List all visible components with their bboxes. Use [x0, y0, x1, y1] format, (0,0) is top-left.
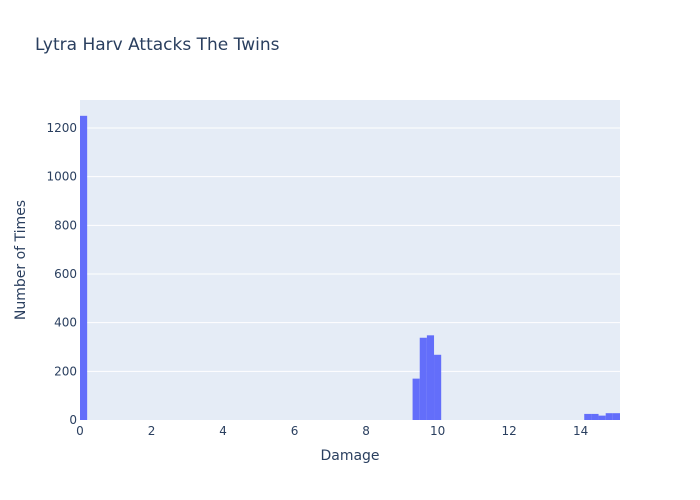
histogram-bar[interactable]	[412, 378, 420, 420]
histogram-bar[interactable]	[591, 413, 599, 420]
histogram-bar[interactable]	[434, 354, 442, 420]
x-tick-label: 0	[76, 424, 84, 438]
y-axis-title: Number of Times	[13, 200, 29, 320]
x-tick-label: 4	[219, 424, 227, 438]
x-tick-label: 14	[573, 424, 588, 438]
histogram-bar[interactable]	[80, 115, 88, 420]
x-tick-label: 6	[291, 424, 299, 438]
x-axis-title: Damage	[320, 448, 379, 464]
x-tick-label: 2	[148, 424, 156, 438]
y-tick-label: 400	[54, 316, 77, 330]
y-tick-label: 1200	[46, 121, 77, 135]
x-tick-label: 10	[430, 424, 445, 438]
histogram-bar[interactable]	[584, 413, 592, 420]
bars	[80, 115, 620, 420]
grid-lines	[80, 127, 620, 372]
y-axis-ticks: 0 200 400 600 800 1000 1200	[46, 121, 77, 427]
histogram-bar[interactable]	[598, 415, 606, 420]
y-tick-label: 0	[69, 413, 77, 427]
histogram-bar[interactable]	[426, 335, 435, 420]
histogram-bar[interactable]	[419, 337, 427, 420]
y-tick-label: 200	[54, 364, 77, 378]
x-axis-ticks: 0 2 4 6 8 10 12 14	[76, 424, 588, 438]
histogram-bar[interactable]	[605, 413, 613, 420]
y-tick-label: 1000	[46, 170, 77, 184]
y-tick-label: 800	[54, 218, 77, 232]
x-tick-label: 12	[501, 424, 516, 438]
plot-area	[80, 100, 620, 420]
x-tick-label: 8	[362, 424, 370, 438]
chart-title: Lytra Harv Attacks The Twins	[35, 35, 280, 55]
y-tick-label: 600	[54, 267, 77, 281]
histogram-bar[interactable]	[612, 413, 620, 420]
